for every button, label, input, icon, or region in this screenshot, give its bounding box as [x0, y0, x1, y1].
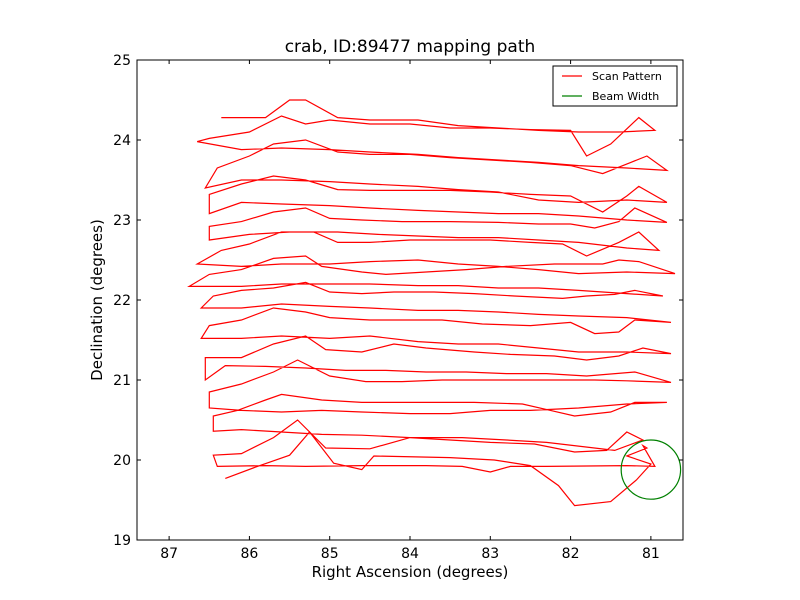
x-axis: 87 86 85 84 83 82 81 [160, 60, 660, 562]
legend-box [552, 65, 678, 107]
legend-label-beam-width: Beam Width [592, 90, 659, 103]
x-axis-label: Right Ascension (degrees) [312, 563, 509, 581]
y-axis-label: Declination (degrees) [88, 219, 106, 381]
y-tick-label: 23 [113, 213, 131, 229]
legend: Scan Pattern Beam Width [552, 65, 678, 107]
y-tick-label: 20 [113, 453, 131, 469]
x-tick-label: 82 [562, 546, 580, 562]
legend-label-scan-pattern: Scan Pattern [592, 70, 662, 83]
y-tick-label: 19 [113, 533, 131, 549]
y-tick-label: 24 [113, 133, 131, 149]
series-scan-pattern-line [187, 99, 676, 507]
x-tick-label: 86 [240, 546, 258, 562]
x-tick-label: 85 [321, 546, 339, 562]
y-axis: 19 20 21 22 23 24 25 [113, 53, 683, 549]
x-tick-label: 87 [160, 546, 178, 562]
x-tick-label: 83 [481, 546, 499, 562]
x-tick-label: 81 [642, 546, 660, 562]
series-beam-width-circle [620, 439, 682, 500]
series-layer [187, 99, 682, 507]
y-tick-label: 25 [113, 53, 131, 69]
y-tick-label: 21 [113, 373, 131, 389]
x-tick-label: 84 [401, 546, 419, 562]
chart-title: crab, ID:89477 mapping path [285, 37, 536, 57]
y-tick-label: 22 [113, 293, 131, 309]
